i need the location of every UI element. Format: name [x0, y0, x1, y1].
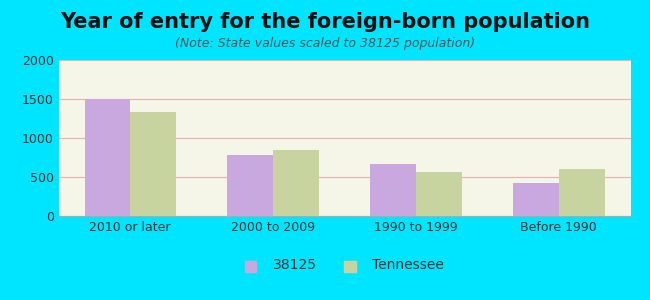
Bar: [370, 164, 416, 216]
Bar: [84, 99, 130, 216]
Text: Year of entry for the foreign-born population: Year of entry for the foreign-born popul…: [60, 12, 590, 32]
Bar: [513, 183, 559, 216]
Text: (Note: State values scaled to 38125 population): (Note: State values scaled to 38125 popu…: [175, 38, 475, 50]
Bar: [559, 169, 604, 216]
Bar: [273, 151, 318, 216]
Bar: [227, 155, 273, 216]
Bar: [416, 172, 462, 216]
Bar: [130, 112, 176, 216]
Legend: 38125, Tennessee: 38125, Tennessee: [238, 250, 451, 279]
